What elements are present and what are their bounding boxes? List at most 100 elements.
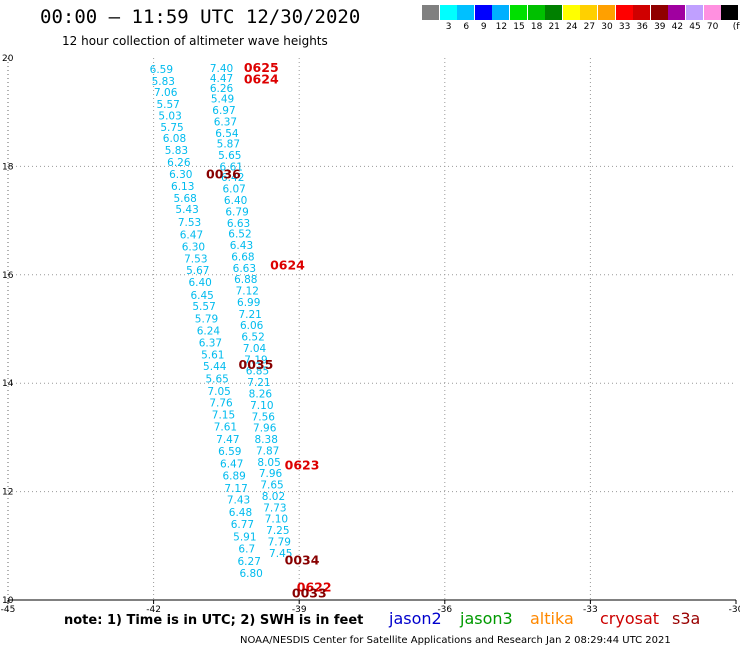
colorbar-swatch bbox=[598, 5, 615, 20]
swh-value-label: 6.30 bbox=[169, 169, 192, 181]
colorbar-label: 12 bbox=[495, 22, 508, 32]
swh-value-label: 6.24 bbox=[197, 326, 221, 338]
colorbar-swatch bbox=[721, 5, 739, 20]
swh-value-label: 6.52 bbox=[241, 332, 264, 344]
footer-credit: NOAA/NESDIS Center for Satellite Applica… bbox=[240, 635, 671, 646]
colorbar-label: 6 bbox=[463, 22, 470, 32]
pass-number-label: 0034 bbox=[285, 552, 320, 567]
swh-value-label: 6.08 bbox=[163, 133, 186, 145]
swh-value-label: 6.63 bbox=[227, 218, 250, 230]
swh-value-label: 6.89 bbox=[222, 470, 245, 482]
colorbar-unit: (ft) bbox=[732, 22, 740, 32]
colorbar-swatch bbox=[633, 5, 651, 20]
y-tick-label: 12 bbox=[2, 488, 13, 498]
swh-value-label: 6.48 bbox=[229, 507, 252, 519]
colorbar-label: 27 bbox=[583, 22, 596, 32]
swh-value-label: 8.38 bbox=[255, 434, 278, 446]
swh-value-label: 6.99 bbox=[237, 297, 260, 309]
y-tick-label: 20 bbox=[2, 54, 14, 64]
swh-value-label: 8.26 bbox=[249, 388, 273, 400]
colorbar-swatch bbox=[527, 5, 545, 20]
swh-value-label: 5.79 bbox=[195, 314, 218, 326]
swh-value-label: 6.47 bbox=[180, 230, 203, 242]
swh-value-label: 6.13 bbox=[171, 181, 194, 193]
swh-value-label: 6.30 bbox=[182, 242, 205, 254]
colorbar-swatch bbox=[492, 5, 510, 20]
colorbar-swatch bbox=[510, 5, 527, 20]
x-tick-label: -30 bbox=[729, 605, 740, 615]
colorbar-label: 36 bbox=[636, 22, 648, 32]
swh-value-label: 7.05 bbox=[207, 386, 230, 398]
swh-value-label: 6.97 bbox=[212, 105, 235, 117]
swh-value-label: 5.67 bbox=[186, 265, 209, 277]
colorbar-swatch bbox=[474, 5, 492, 20]
swh-value-label: 7.17 bbox=[224, 483, 247, 495]
legend-entry-jason2: jason2 bbox=[389, 609, 442, 628]
colorbar-label: 21 bbox=[548, 22, 560, 32]
colorbar-swatch bbox=[686, 5, 703, 20]
x-tick-label: -42 bbox=[146, 605, 161, 615]
pass-number-label: 0624 bbox=[244, 72, 279, 87]
swh-value-label: 7.19 bbox=[244, 354, 267, 366]
swh-value-label: 7.40 bbox=[210, 63, 233, 75]
y-tick-label: 16 bbox=[2, 271, 14, 281]
swh-value-label: 6.26 bbox=[210, 83, 234, 95]
swh-value-label: 6.47 bbox=[220, 458, 243, 470]
swh-value-label: 5.61 bbox=[201, 349, 224, 361]
colorbar-label: 15 bbox=[513, 22, 525, 32]
swh-value-label: 7.56 bbox=[252, 411, 276, 423]
swh-value-label: 7.45 bbox=[269, 548, 292, 560]
legend-entry-altika: altika bbox=[530, 609, 574, 628]
pass-number-label: 0036 bbox=[206, 167, 241, 182]
swh-value-label: 8.02 bbox=[262, 491, 285, 503]
swh-value-label: 6.54 bbox=[215, 128, 239, 140]
swh-value-label: 8.05 bbox=[257, 457, 280, 469]
swh-value-label: 7.10 bbox=[250, 400, 273, 412]
colorbar-swatch bbox=[439, 5, 457, 20]
swh-value-label: 6.7 bbox=[238, 544, 255, 556]
y-tick-label: 14 bbox=[2, 379, 14, 389]
swh-value-label: 5.65 bbox=[218, 150, 241, 162]
y-tick-label: 18 bbox=[2, 162, 14, 172]
colorbar-swatch bbox=[703, 5, 721, 20]
pass-number-label: 0624 bbox=[270, 258, 305, 273]
colorbar-label: 3 bbox=[445, 22, 452, 32]
swh-value-label: 6.07 bbox=[222, 184, 245, 196]
swh-value-label: 7.15 bbox=[212, 410, 235, 422]
legend-entry-jason3: jason3 bbox=[460, 609, 513, 628]
colorbar-label: 30 bbox=[601, 22, 613, 32]
swh-value-label: 7.87 bbox=[256, 445, 279, 457]
colorbar-swatch bbox=[562, 5, 580, 20]
swh-value-label: 6.85 bbox=[246, 366, 269, 378]
colorbar-swatch bbox=[422, 5, 439, 20]
swh-value-label: 6.80 bbox=[239, 568, 262, 580]
swh-value-label: 7.47 bbox=[216, 434, 239, 446]
x-tick-label: -33 bbox=[583, 605, 598, 615]
swh-value-label: 7.61 bbox=[214, 422, 237, 434]
swh-value-label: 5.03 bbox=[158, 110, 181, 122]
colorbar-swatch bbox=[457, 5, 475, 20]
colorbar-label: 33 bbox=[618, 22, 631, 32]
swh-value-label: 5.87 bbox=[217, 139, 240, 151]
colorbar-label: 18 bbox=[530, 22, 543, 32]
swh-value-label: 7.43 bbox=[227, 495, 250, 507]
swh-value-label: 5.57 bbox=[192, 301, 215, 313]
swh-value-label: 5.43 bbox=[175, 204, 198, 216]
chart-subtitle: 12 hour collection of altimeter wave hei… bbox=[62, 34, 328, 48]
swh-value-label: 6.06 bbox=[240, 320, 264, 332]
legend-entry-s3a: s3a bbox=[672, 609, 701, 628]
swh-value-label: 7.53 bbox=[178, 217, 201, 229]
swh-value-label: 5.91 bbox=[233, 532, 256, 544]
swh-value-label: 7.65 bbox=[260, 480, 283, 492]
swh-value-label: 6.37 bbox=[199, 338, 222, 350]
swh-value-label: 6.42 bbox=[221, 172, 244, 184]
x-tick-label: -36 bbox=[437, 605, 452, 615]
pass-number-label: 0625 bbox=[244, 60, 279, 75]
swh-value-label: 7.10 bbox=[265, 514, 288, 526]
swh-value-label: 4.47 bbox=[210, 73, 233, 85]
swh-value-label: 7.73 bbox=[263, 502, 286, 514]
colorbar-swatch bbox=[545, 5, 563, 20]
swh-value-label: 7.96 bbox=[259, 468, 283, 480]
